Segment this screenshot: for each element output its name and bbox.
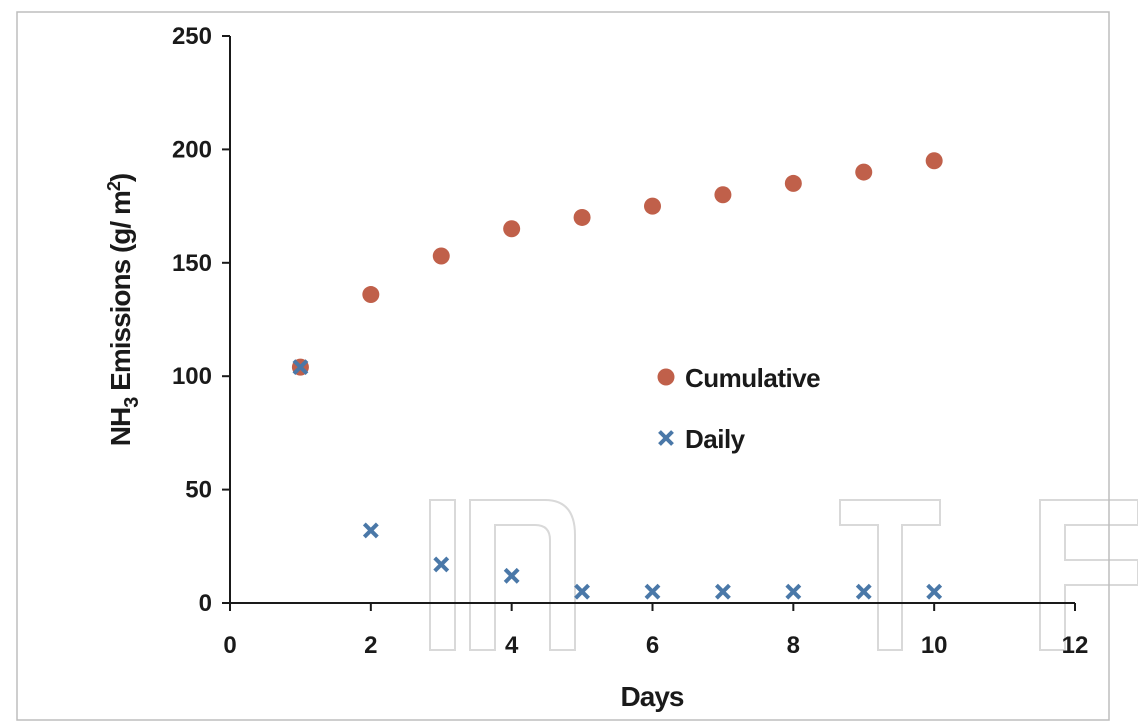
y-axis-title-end: ) [105, 174, 136, 182]
x-tick-label: 10 [921, 632, 948, 659]
data-point-cumulative [573, 208, 591, 226]
legend-label-daily: Daily [685, 424, 746, 454]
series-layer [291, 152, 943, 600]
y-tick-label: 250 [172, 23, 212, 50]
data-point-cumulative [714, 186, 732, 204]
y-axis-title-rest: Emissions (g/ m [105, 191, 136, 398]
y-tick-label: 150 [172, 250, 212, 277]
y-axis-title: NH3 Emissions (g/ m2) [104, 174, 143, 446]
data-point-daily [574, 583, 590, 600]
data-point-cumulative [503, 220, 521, 238]
watermark-outline [429, 499, 1138, 651]
data-point-daily [926, 583, 943, 600]
data-point-daily [644, 583, 661, 600]
legend-label-cumulative: Cumulative [685, 363, 820, 393]
data-point-cumulative [362, 286, 380, 304]
x-tick-label: 4 [505, 632, 519, 659]
data-point-daily [715, 583, 731, 600]
y-tick-label: 100 [172, 363, 212, 390]
y-axis-title-sub: 3 [121, 397, 143, 408]
legend: Cumulative Daily [657, 363, 821, 454]
data-point-cumulative [432, 247, 450, 265]
y-axis-title-main: NH [105, 408, 136, 446]
legend-marker-cumulative [657, 368, 675, 386]
data-point-daily [292, 359, 309, 376]
data-point-daily [785, 583, 802, 600]
y-ticks: 0 50 100 150 200 250 [172, 23, 230, 617]
data-point-cumulative [644, 197, 661, 215]
series-daily [292, 359, 943, 600]
series-cumulative [291, 152, 943, 376]
x-tick-label: 8 [787, 632, 800, 659]
data-point-daily [503, 567, 520, 584]
x-axis-title: Days [621, 681, 684, 712]
x-tick-label: 12 [1062, 632, 1089, 659]
y-tick-label: 200 [172, 136, 212, 163]
x-tick-label: 0 [223, 632, 236, 659]
x-ticks: 0 2 4 6 8 10 12 [223, 603, 1088, 659]
legend-marker-daily [658, 430, 674, 446]
data-point-daily [855, 583, 872, 600]
axes [229, 36, 1075, 604]
chart-border [16, 11, 1110, 721]
y-tick-label: 0 [199, 590, 212, 617]
data-point-cumulative [925, 152, 943, 170]
data-point-daily [433, 556, 450, 573]
data-point-cumulative [784, 174, 802, 192]
x-tick-label: 6 [646, 632, 659, 659]
y-axis-title-sup: 2 [104, 181, 124, 191]
data-point-daily [362, 522, 379, 539]
x-tick-label: 2 [364, 632, 377, 659]
data-point-cumulative [855, 163, 873, 181]
y-tick-label: 50 [185, 477, 212, 504]
